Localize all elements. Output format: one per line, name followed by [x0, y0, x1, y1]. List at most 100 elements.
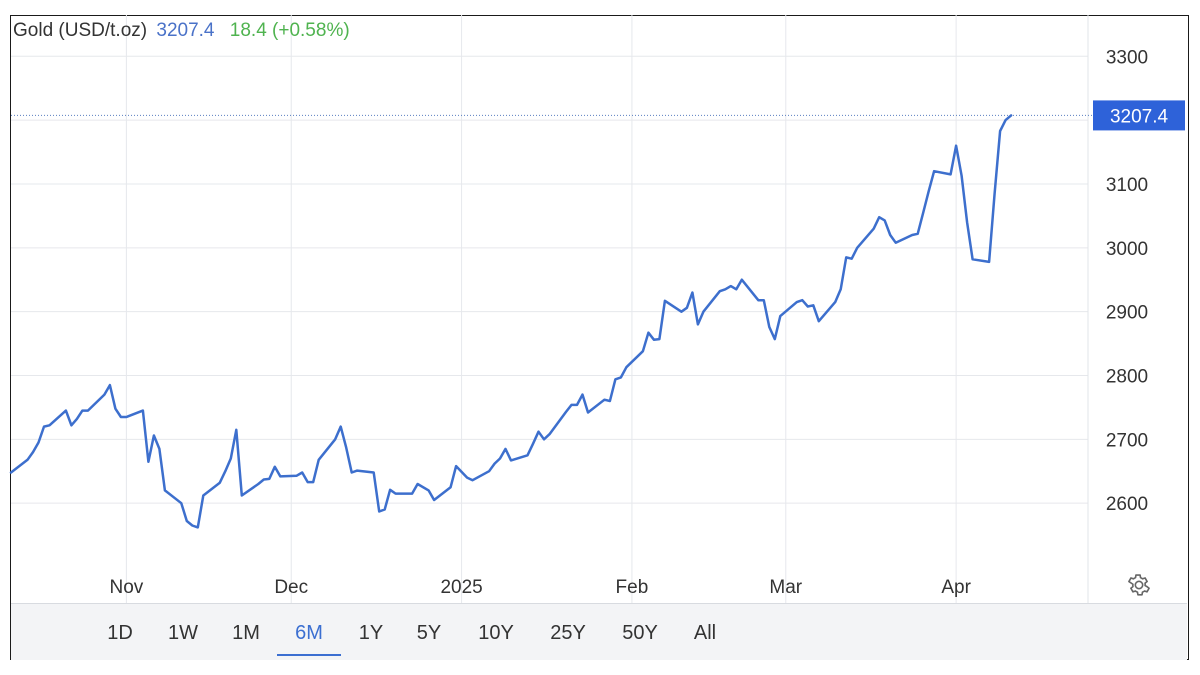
data-point: [663, 299, 667, 303]
data-point: [190, 524, 194, 528]
data-point: [718, 289, 722, 293]
data-point: [240, 494, 244, 498]
data-point: [201, 494, 205, 498]
data-point: [1009, 113, 1013, 117]
data-point: [432, 498, 436, 502]
range-button-50y[interactable]: 50Y: [622, 622, 658, 644]
data-point: [690, 291, 694, 295]
data-point: [278, 474, 282, 478]
data-point: [295, 474, 299, 478]
data-point: [416, 482, 420, 486]
data-point: [146, 460, 150, 464]
range-selector: 1D 1W 1M 6M 1Y 5Y 10Y 25Y 50Y All: [11, 603, 1187, 660]
range-button-1d[interactable]: 1D: [107, 622, 133, 644]
data-point: [163, 488, 167, 492]
data-point: [833, 300, 837, 304]
range-button-25y[interactable]: 25Y: [550, 622, 586, 644]
data-point: [487, 469, 491, 473]
range-button-all[interactable]: All: [693, 622, 717, 644]
data-point: [586, 411, 590, 415]
data-point: [998, 129, 1002, 133]
data-point: [196, 525, 200, 529]
data-point: [811, 303, 815, 307]
data-point: [141, 409, 145, 413]
data-point: [300, 471, 304, 475]
data-point: [740, 278, 744, 282]
y-axis: 2600 2700 2800 2900 3000 3100 3300: [1106, 47, 1148, 515]
data-point: [113, 407, 117, 411]
data-point: [954, 144, 958, 148]
data-point: [449, 485, 453, 489]
data-point: [894, 241, 898, 245]
range-button-6m[interactable]: 6M: [295, 622, 323, 644]
x-tick-label: Nov: [109, 577, 143, 598]
data-point: [108, 383, 112, 387]
data-point: [701, 310, 705, 314]
data-point: [646, 331, 650, 335]
y-tick-label: 2600: [1106, 494, 1148, 515]
header-price: 3207.4: [156, 20, 215, 41]
data-point: [223, 469, 227, 473]
data-point: [949, 172, 953, 176]
data-point: [311, 480, 315, 484]
data-point: [102, 393, 106, 397]
gear-icon[interactable]: [1126, 572, 1152, 598]
data-point: [657, 337, 661, 341]
data-point: [152, 433, 156, 437]
y-tick-label: 2700: [1106, 430, 1148, 451]
data-point: [927, 190, 931, 194]
data-point: [537, 430, 541, 434]
data-point: [185, 519, 189, 523]
data-point: [267, 477, 271, 481]
data-point: [548, 432, 552, 436]
data-point: [613, 377, 617, 381]
data-point: [971, 257, 975, 261]
data-point: [729, 284, 733, 288]
data-point: [855, 246, 859, 250]
data-point: [723, 287, 727, 291]
x-axis: Nov Dec 2025 Feb Mar Apr: [109, 577, 971, 598]
y-tick-label: 3000: [1106, 239, 1148, 260]
data-point: [64, 409, 68, 413]
x-tick-label: Apr: [941, 577, 971, 598]
range-button-10y[interactable]: 10Y: [478, 622, 514, 644]
data-point: [333, 437, 337, 441]
data-point: [350, 471, 354, 475]
data-point: [888, 233, 892, 237]
data-point: [504, 447, 508, 451]
x-tick-label: Dec: [274, 577, 308, 598]
data-point: [42, 425, 46, 429]
active-range-underline: [277, 654, 341, 656]
last-price-badge-label: 3207.4: [1110, 106, 1169, 127]
data-point: [218, 481, 222, 485]
data-point: [526, 453, 530, 457]
data-point: [987, 260, 991, 264]
data-point: [372, 471, 376, 475]
y-tick-label: 2800: [1106, 366, 1148, 387]
data-point: [1004, 118, 1008, 122]
data-point: [273, 465, 277, 469]
data-point: [569, 403, 573, 407]
data-point: [388, 488, 392, 492]
data-point: [916, 232, 920, 236]
data-point: [773, 337, 777, 341]
data-point: [25, 458, 29, 462]
data-point: [465, 476, 469, 480]
range-button-1y[interactable]: 1Y: [358, 622, 384, 644]
data-point: [580, 393, 584, 397]
data-point: [921, 211, 925, 215]
instrument-title: Gold (USD/t.oz): [13, 20, 148, 41]
y-tick-label: 3100: [1106, 175, 1148, 196]
data-point: [306, 480, 310, 484]
data-point: [410, 492, 414, 496]
range-button-1m[interactable]: 1M: [232, 622, 260, 644]
data-point: [75, 417, 79, 421]
data-point: [509, 458, 513, 462]
data-points: [9, 113, 1013, 529]
data-point: [564, 410, 568, 414]
range-button-1w[interactable]: 1W: [168, 622, 198, 644]
data-point: [31, 450, 35, 454]
range-button-5y[interactable]: 5Y: [416, 622, 442, 644]
data-point: [575, 403, 579, 407]
